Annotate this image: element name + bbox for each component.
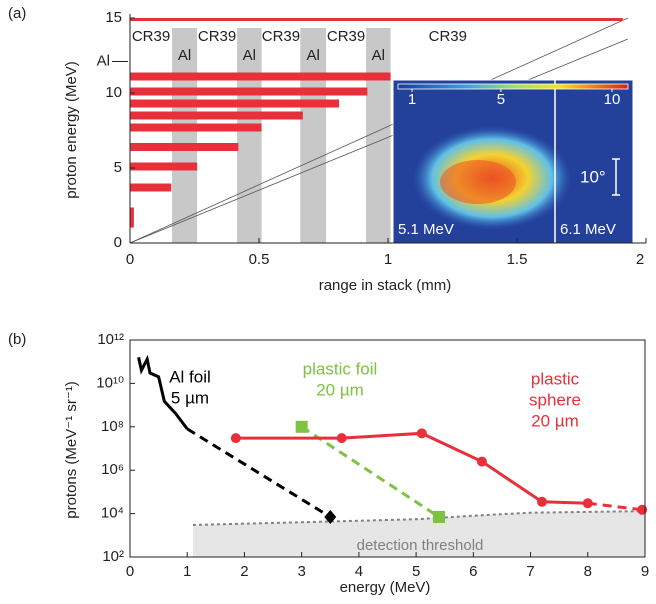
colorbar-tick-label: 5 [497,91,505,108]
series-dashed-line [187,429,330,517]
layer-label: CR39 [327,28,365,45]
range-bar [130,163,197,171]
y-tick-label: 10¹⁰ [96,374,124,391]
series-dashed-line [588,503,642,510]
y-tick-label: 15 [105,9,122,26]
range-bar [130,112,303,120]
series-label: 20 µm [531,411,579,430]
x-tick-label: 2 [636,251,644,268]
marker [537,497,547,507]
series-label: plastic [531,369,580,388]
layer-label: Al [372,47,385,64]
scale-label: 10° [580,167,606,186]
range-bar [130,184,171,192]
x-tick-label: 0.5 [249,251,270,268]
x-tick-label: 6 [469,563,477,580]
x-tick-label: 8 [584,563,592,580]
range-bar [130,73,391,81]
marker [296,421,308,433]
colorbar-tick-label: 1 [408,91,416,108]
series-label: sphere [529,390,581,409]
x-tick-label: 2 [240,563,248,580]
marker [477,457,487,467]
x-axis-label: range in stack (mm) [319,277,452,294]
x-tick-label: 5 [412,563,420,580]
series-label: Al foil [169,367,211,386]
x-tick-label: 0 [126,251,134,268]
inset-beam-core [440,160,516,204]
x-tick-label: 4 [355,563,363,580]
y-tick-label: 10 [105,84,122,101]
x-tick-label: 1.5 [507,251,528,268]
marker [583,498,593,508]
layer-label: Al [178,47,191,64]
y-tick-label: 5 [114,159,122,176]
y-tick-label: 10¹² [97,331,124,348]
marker [433,511,445,523]
series-dashed-line [302,427,439,517]
series-label: 5 µm [171,388,209,407]
x-axis-label: energy (MeV) [340,579,431,596]
layer-label: Al [307,47,320,64]
range-bar [130,18,623,21]
layer-label: Al [243,47,256,64]
x-tick-label: 7 [526,563,534,580]
marker [337,433,347,443]
y-tick-label: 10⁴ [101,505,124,522]
x-tick-label: 0 [126,563,134,580]
x-tick-label: 9 [641,563,649,580]
layer-label: CR39 [132,28,170,45]
marker [417,428,427,438]
layer-label: CR39 [198,28,236,45]
colorbar-tick-label: 10 [604,91,621,108]
range-bar [130,208,134,228]
inset-label: 6.1 MeV [560,221,616,238]
side-label: Al [97,52,110,69]
panel-label: (b) [8,331,26,348]
range-bar [130,143,238,151]
series-line [236,433,588,503]
x-tick-label: 1 [384,251,392,268]
y-tick-label: 10⁸ [101,418,124,435]
y-tick-label: 10⁶ [101,461,124,478]
colorbar [398,84,628,89]
marker [231,433,241,443]
series-label: 20 µm [316,380,364,399]
series-label: plastic foil [303,359,378,378]
x-tick-label: 1 [183,563,191,580]
range-bar [130,100,339,108]
layer-label: CR39 [262,28,300,45]
range-bar [130,88,367,96]
panel-label: (a) [8,5,26,22]
y-axis-label: proton energy (MeV) [63,61,80,199]
x-tick-label: 3 [297,563,305,580]
layer-label: CR39 [429,28,467,45]
y-axis-label: protons (MeV⁻¹ sr⁻¹) [63,381,80,519]
figure: (a)CR39AlCR39AlCR39AlCR39AlCR39Al15105.1… [0,0,656,599]
inset-label: 5.1 MeV [398,221,454,238]
range-bar [130,124,262,132]
threshold-label: detection threshold [357,537,484,554]
y-tick-label: 10² [102,548,124,565]
y-tick-label: 0 [114,234,122,251]
marker [637,505,647,515]
